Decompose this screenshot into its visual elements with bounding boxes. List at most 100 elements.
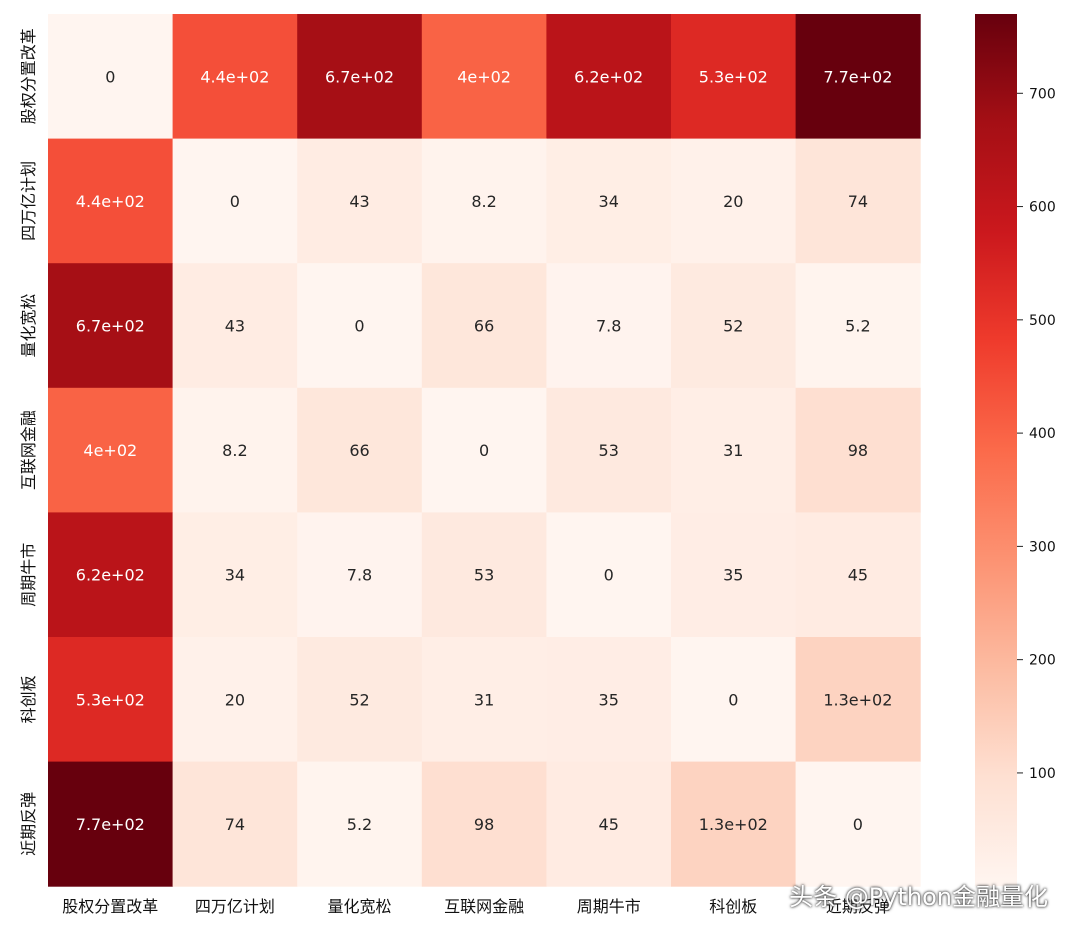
row-tick-label: 四万亿计划 xyxy=(19,161,38,241)
heatmap-cell xyxy=(671,512,797,638)
column-tick-label: 量化宽松 xyxy=(327,897,391,916)
heatmap-cell xyxy=(48,387,174,513)
heatmap-cell xyxy=(48,637,174,763)
heatmap-cell xyxy=(421,637,547,763)
heatmap-cell xyxy=(546,387,672,513)
heatmap-cell xyxy=(297,387,423,513)
heatmap-cell xyxy=(795,387,921,513)
cell-annotation: 45 xyxy=(599,815,619,834)
heatmap-cell xyxy=(297,14,423,140)
heatmap-cell xyxy=(48,14,174,140)
cell-annotation: 31 xyxy=(474,690,494,709)
heatmap-cell xyxy=(172,761,298,887)
colorbar-tick-label: 200 xyxy=(1029,653,1056,669)
column-tick-label: 股权分置改革 xyxy=(62,897,158,916)
cell-annotation: 45 xyxy=(848,566,868,585)
cell-annotation: 20 xyxy=(723,192,743,211)
colorbar-tick-label: 600 xyxy=(1029,200,1056,216)
heatmap-cell xyxy=(421,138,547,264)
column-tick-label: 科创板 xyxy=(709,897,757,916)
cell-annotation: 5.3e+02 xyxy=(699,67,768,86)
cell-annotation: 0 xyxy=(354,317,364,336)
cell-annotation: 35 xyxy=(723,566,743,585)
cell-annotation: 6.7e+02 xyxy=(325,67,394,86)
cell-annotation: 43 xyxy=(349,192,369,211)
cell-annotation: 0 xyxy=(604,566,614,585)
cell-annotation: 4.4e+02 xyxy=(200,67,269,86)
colorbar-tick-label: 100 xyxy=(1029,766,1056,782)
heatmap-cell xyxy=(172,263,298,389)
cell-annotation: 0 xyxy=(479,441,489,460)
heatmap-cell xyxy=(48,512,174,638)
column-tick-label: 周期牛市 xyxy=(577,897,641,916)
heatmap-cell xyxy=(795,138,921,264)
heatmap-cell xyxy=(421,263,547,389)
heatmap-cell xyxy=(671,637,797,763)
heatmap-cell xyxy=(795,637,921,763)
heatmap-cell xyxy=(48,138,174,264)
heatmap-cells: 0 4.4e+02 6.7e+02 4e+02 6.2e+02 5.3e+02 7.7e+0… xyxy=(48,14,921,887)
cell-annotation: 0 xyxy=(105,67,115,86)
row-tick-label: 近期反弹 xyxy=(19,792,38,856)
cell-annotation: 52 xyxy=(349,690,369,709)
cell-annotation: 74 xyxy=(225,815,245,834)
cell-annotation: 66 xyxy=(474,317,494,336)
heatmap-cell xyxy=(671,387,797,513)
heatmap-cell xyxy=(546,138,672,264)
column-tick-label: 互联网金融 xyxy=(444,897,524,916)
cell-annotation: 53 xyxy=(474,566,494,585)
cell-annotation: 20 xyxy=(225,690,245,709)
cell-annotation: 6.2e+02 xyxy=(76,566,145,585)
cell-annotation: 43 xyxy=(225,317,245,336)
colorbar-gradient xyxy=(975,14,1017,887)
row-tick-label: 科创板 xyxy=(19,675,38,723)
heatmap-cell xyxy=(297,637,423,763)
heatmap-cell xyxy=(795,14,921,140)
cell-annotation: 53 xyxy=(599,441,619,460)
heatmap-cell xyxy=(546,761,672,887)
cell-annotation: 4e+02 xyxy=(457,67,511,86)
cell-annotation: 7.8 xyxy=(347,566,372,585)
cell-annotation: 52 xyxy=(723,317,743,336)
heatmap-cell xyxy=(297,761,423,887)
cell-annotation: 0 xyxy=(853,815,863,834)
cell-annotation: 31 xyxy=(723,441,743,460)
heatmap-cell xyxy=(546,637,672,763)
heatmap-cell xyxy=(297,263,423,389)
heatmap-cell xyxy=(671,263,797,389)
cell-annotation: 1.3e+02 xyxy=(823,690,892,709)
heatmap-cell xyxy=(297,512,423,638)
cell-annotation: 8.2 xyxy=(222,441,247,460)
cell-annotation: 8.2 xyxy=(471,192,496,211)
row-tick-label: 周期牛市 xyxy=(19,543,38,607)
heatmap-cell xyxy=(48,761,174,887)
heatmap-cell xyxy=(421,512,547,638)
row-tick-label: 互联网金融 xyxy=(19,410,38,490)
cell-annotation: 66 xyxy=(349,441,369,460)
watermark-text: 头条 @Python金融量化 xyxy=(789,883,1048,911)
cell-annotation: 6.7e+02 xyxy=(76,317,145,336)
column-tick-labels: 股权分置改革 四万亿计划 量化宽松 互联网金融 周期牛市 科创板 近期反弹 xyxy=(62,897,890,916)
cell-annotation: 7.7e+02 xyxy=(76,815,145,834)
cell-annotation: 34 xyxy=(225,566,245,585)
heatmap-cell xyxy=(671,14,797,140)
row-tick-label: 量化宽松 xyxy=(19,293,38,357)
heatmap-cell xyxy=(546,263,672,389)
cell-annotation: 7.8 xyxy=(596,317,621,336)
heatmap-cell xyxy=(172,14,298,140)
cell-annotation: 5.2 xyxy=(347,815,372,834)
cell-annotation: 1.3e+02 xyxy=(699,815,768,834)
cell-annotation: 98 xyxy=(848,441,868,460)
cell-annotation: 5.3e+02 xyxy=(76,690,145,709)
cell-annotation: 6.2e+02 xyxy=(574,67,643,86)
heatmap-cell xyxy=(421,761,547,887)
heatmap-cell xyxy=(172,512,298,638)
colorbar-tick-label: 300 xyxy=(1029,539,1056,555)
cell-annotation: 5.2 xyxy=(845,317,870,336)
heatmap-cell xyxy=(172,637,298,763)
cell-annotation: 34 xyxy=(599,192,619,211)
colorbar-tick-label: 400 xyxy=(1029,426,1056,442)
cell-annotation: 0 xyxy=(728,690,738,709)
cell-annotation: 4e+02 xyxy=(83,441,137,460)
